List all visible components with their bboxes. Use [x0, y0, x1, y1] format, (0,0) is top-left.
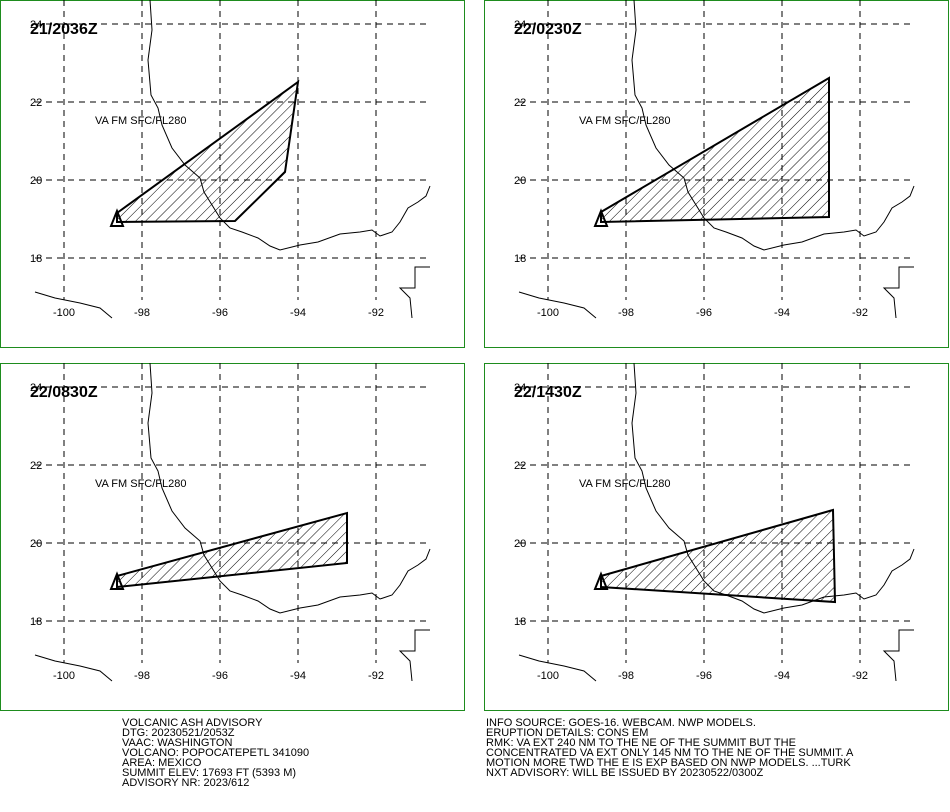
lon-label: -96 [696, 670, 712, 682]
volcano-symbol [593, 571, 609, 590]
advisory-line: RMK: VA EXT 240 NM TO THE NE OF THE SUMM… [486, 737, 796, 749]
lat-label: 24 [30, 382, 42, 394]
coastline [518, 291, 597, 319]
valid-time: 21/2036Z [30, 21, 98, 38]
coastline [631, 0, 915, 251]
lon-label: -98 [134, 307, 150, 319]
coastline [398, 266, 430, 319]
lon-label: -92 [852, 307, 868, 319]
lon-label: -94 [774, 307, 790, 319]
map-panel: 24 22 20 18 -100 -98 -96 -94 -92 22/0830Z VA FM SF… [0, 362, 465, 711]
advisory-line: VOLCANO: POPOCATEPETL 341090 [122, 747, 309, 759]
lat-label: 24 [514, 19, 526, 31]
map-panel: 24 22 20 18 -100 -98 -96 -94 -92 22/0230Z VA FM SF… [484, 0, 949, 348]
lon-label: -100 [53, 307, 75, 319]
lat-label: 20 [514, 175, 526, 187]
coastline [34, 654, 113, 682]
panel-border [484, 0, 949, 348]
lon-label: -100 [537, 670, 559, 682]
lat-label: 18 [514, 616, 526, 628]
lon-label: -98 [134, 670, 150, 682]
volcano-symbol [593, 208, 609, 227]
coastline [882, 266, 914, 319]
advisory-line: ERUPTION DETAILS: CONS EM [486, 727, 648, 739]
lon-label: -92 [368, 307, 384, 319]
ash-area [116, 511, 348, 589]
lon-label: -92 [852, 670, 868, 682]
lat-label: 20 [514, 538, 526, 550]
lat-label: 18 [514, 253, 526, 265]
advisory-line: VAAC: WASHINGTON [122, 737, 232, 749]
lon-label: -94 [290, 670, 306, 682]
ash-area [600, 76, 830, 224]
valid-time: 22/0230Z [514, 21, 582, 38]
lon-label: -96 [212, 670, 228, 682]
lon-label: -100 [537, 307, 559, 319]
advisory-line: AREA: MEXICO [122, 757, 202, 769]
advisory-line: MOTION MORE TWD THE E IS EXP BASED ON NW… [486, 757, 851, 769]
coastline [882, 629, 914, 682]
coastline [631, 362, 915, 614]
lon-label: -94 [774, 670, 790, 682]
lon-label: -98 [618, 307, 634, 319]
lat-label: 20 [30, 538, 42, 550]
ash-label: VA FM SFC/FL280 [95, 115, 187, 127]
map-panel: 24 22 20 18 -100 -98 -96 -94 -92 21/2036Z VA FM SF… [0, 0, 465, 348]
lat-label: 22 [30, 97, 42, 109]
ash-label: VA FM SFC/FL280 [579, 478, 671, 490]
advisory-line: ADVISORY NR: 2023/612 [122, 777, 249, 789]
lon-label: -92 [368, 670, 384, 682]
coastline [147, 0, 431, 251]
coastline [34, 291, 113, 319]
lon-label: -96 [696, 307, 712, 319]
coastline [147, 362, 431, 614]
volcano-symbol [109, 571, 125, 590]
advisory-line: INFO SOURCE: GOES-16. WEBCAM. NWP MODELS… [486, 717, 756, 729]
ash-area [116, 79, 300, 224]
lat-label: 20 [30, 175, 42, 187]
ash-label: VA FM SFC/FL280 [579, 115, 671, 127]
valid-time: 22/0830Z [30, 384, 98, 401]
advisory-line: VOLCANIC ASH ADVISORY [122, 717, 263, 729]
ash-label: VA FM SFC/FL280 [95, 478, 187, 490]
map-panel: 24 22 20 18 -100 -98 -96 -94 -92 22/1430Z VA FM SF… [484, 362, 949, 711]
lat-label: 22 [514, 97, 526, 109]
advisory-line: SUMMIT ELEV: 17693 FT (5393 M) [122, 767, 296, 779]
panel-border [0, 0, 465, 348]
lat-label: 18 [30, 253, 42, 265]
lon-label: -98 [618, 670, 634, 682]
valid-time: 22/1430Z [514, 384, 582, 401]
lon-label: -96 [212, 307, 228, 319]
lat-label: 22 [30, 460, 42, 472]
lat-label: 24 [514, 382, 526, 394]
lat-label: 24 [30, 19, 42, 31]
ash-area [600, 508, 837, 604]
panel-border [484, 363, 949, 711]
advisory-line: CONCENTRATED VA EXT ONLY 145 NM TO THE N… [486, 747, 854, 759]
advisory-line: NXT ADVISORY: WILL BE ISSUED BY 20230522… [486, 767, 763, 779]
lon-label: -94 [290, 307, 306, 319]
lon-label: -100 [53, 670, 75, 682]
advisory-line: DTG: 20230521/2053Z [122, 727, 235, 739]
panel-border [0, 363, 465, 711]
volcano-symbol [109, 208, 125, 227]
coastline [398, 629, 430, 682]
lat-label: 22 [514, 460, 526, 472]
coastline [518, 654, 597, 682]
lat-label: 18 [30, 616, 42, 628]
